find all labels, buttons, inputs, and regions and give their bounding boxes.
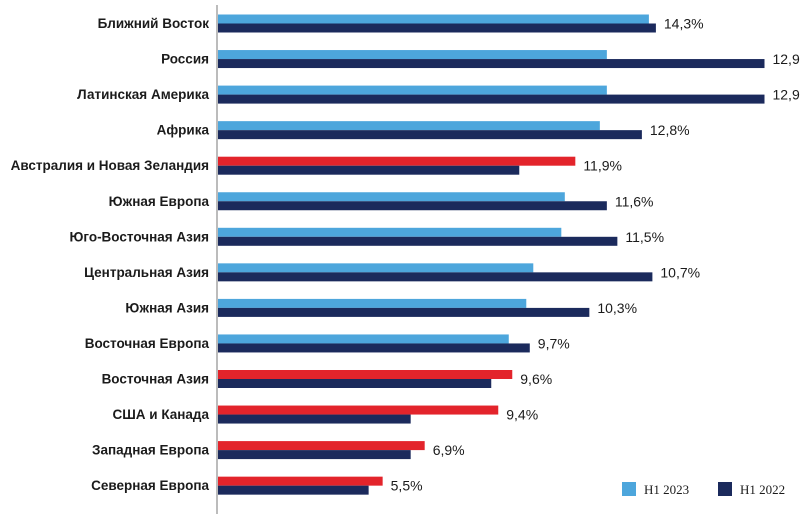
- value-label-cat-1: 12,9%: [772, 51, 800, 67]
- bar-h1-2022-cat-5: [218, 201, 607, 211]
- bar-h1-2023-cat-13: [218, 476, 383, 486]
- value-label-cat-7: 10,7%: [660, 264, 700, 280]
- value-label-cat-11: 9,4%: [506, 407, 538, 423]
- category-label-cat-0: Ближний Восток: [98, 16, 210, 31]
- bar-h1-2023-cat-10: [218, 370, 513, 379]
- bar-h1-2022-cat-8: [218, 307, 590, 317]
- legend-label-h1-2022: H1 2022: [740, 482, 785, 497]
- value-label-cat-2: 12,9%: [772, 87, 800, 103]
- bar-h1-2023-cat-7: [218, 263, 534, 273]
- value-label-cat-10: 9,6%: [520, 371, 552, 387]
- category-label-cat-10: Восточная Азия: [102, 372, 209, 387]
- value-label-cat-13: 5,5%: [391, 478, 423, 494]
- bar-h1-2023-cat-11: [218, 405, 499, 415]
- value-labels: 14,3% 12,9% 12,9% 12,8% 11,9% 11,6% 11,5% 10,7%…: [391, 16, 800, 494]
- bar-h1-2022-cat-13: [218, 485, 369, 495]
- bar-h1-2023-cat-1: [218, 50, 607, 60]
- category-label-cat-1: Россия: [161, 52, 209, 67]
- legend: H1 2023 H1 2022: [622, 482, 785, 497]
- category-label-cat-3: Африка: [157, 123, 210, 138]
- value-label-cat-5: 11,6%: [615, 193, 654, 209]
- value-label-cat-6: 11,5%: [625, 229, 664, 245]
- bar-h1-2023-cat-4: [218, 156, 576, 166]
- bars-group: [218, 14, 765, 495]
- category-label-cat-8: Южная Азия: [125, 300, 209, 315]
- bar-h1-2023-cat-5: [218, 192, 565, 202]
- value-label-cat-8: 10,3%: [597, 300, 637, 316]
- bar-h1-2022-cat-2: [218, 94, 765, 104]
- bar-h1-2023-cat-6: [218, 227, 562, 237]
- legend-label-h1-2023: H1 2023: [644, 482, 689, 497]
- category-label-cat-11: США и Канада: [112, 407, 209, 422]
- value-label-cat-4: 11,9%: [583, 158, 622, 174]
- bar-h1-2023-cat-0: [218, 14, 649, 24]
- bar-h1-2023-cat-12: [218, 441, 425, 451]
- bar-h1-2022-cat-10: [218, 379, 492, 388]
- category-label-cat-4: Австралия и Новая Зеландия: [11, 158, 209, 173]
- category-label-cat-5: Южная Европа: [109, 194, 210, 209]
- category-label-cat-12: Западная Европа: [92, 443, 209, 458]
- category-label-cat-9: Восточная Европа: [85, 336, 210, 351]
- bar-h1-2022-cat-9: [218, 343, 530, 353]
- bar-h1-2023-cat-8: [218, 298, 527, 308]
- value-label-cat-0: 14,3%: [664, 16, 704, 32]
- bar-h1-2022-cat-7: [218, 272, 653, 282]
- category-label-cat-2: Латинская Америка: [77, 87, 209, 102]
- category-labels: Ближний Восток Россия Латинская Америка Афр…: [11, 16, 210, 493]
- bar-h1-2022-cat-6: [218, 236, 618, 246]
- bar-h1-2022-cat-3: [218, 130, 642, 140]
- category-label-cat-6: Юго-Восточная Азия: [69, 229, 209, 244]
- category-label-cat-7: Центральная Азия: [84, 265, 209, 280]
- bar-h1-2022-cat-12: [218, 450, 411, 460]
- legend-swatch-h1-2023: [622, 482, 636, 496]
- bar-h1-2022-cat-4: [218, 165, 520, 175]
- bar-h1-2023-cat-3: [218, 121, 600, 131]
- category-label-cat-13: Северная Европа: [91, 478, 209, 493]
- value-label-cat-3: 12,8%: [650, 122, 690, 138]
- value-label-cat-9: 9,7%: [538, 335, 570, 351]
- legend-swatch-h1-2022: [718, 482, 732, 496]
- bar-h1-2022-cat-1: [218, 59, 765, 69]
- bar-h1-2022-cat-0: [218, 23, 656, 33]
- bar-h1-2023-cat-9: [218, 334, 509, 344]
- bar-h1-2022-cat-11: [218, 414, 411, 424]
- bar-h1-2023-cat-2: [218, 85, 607, 95]
- value-label-cat-12: 6,9%: [433, 442, 465, 458]
